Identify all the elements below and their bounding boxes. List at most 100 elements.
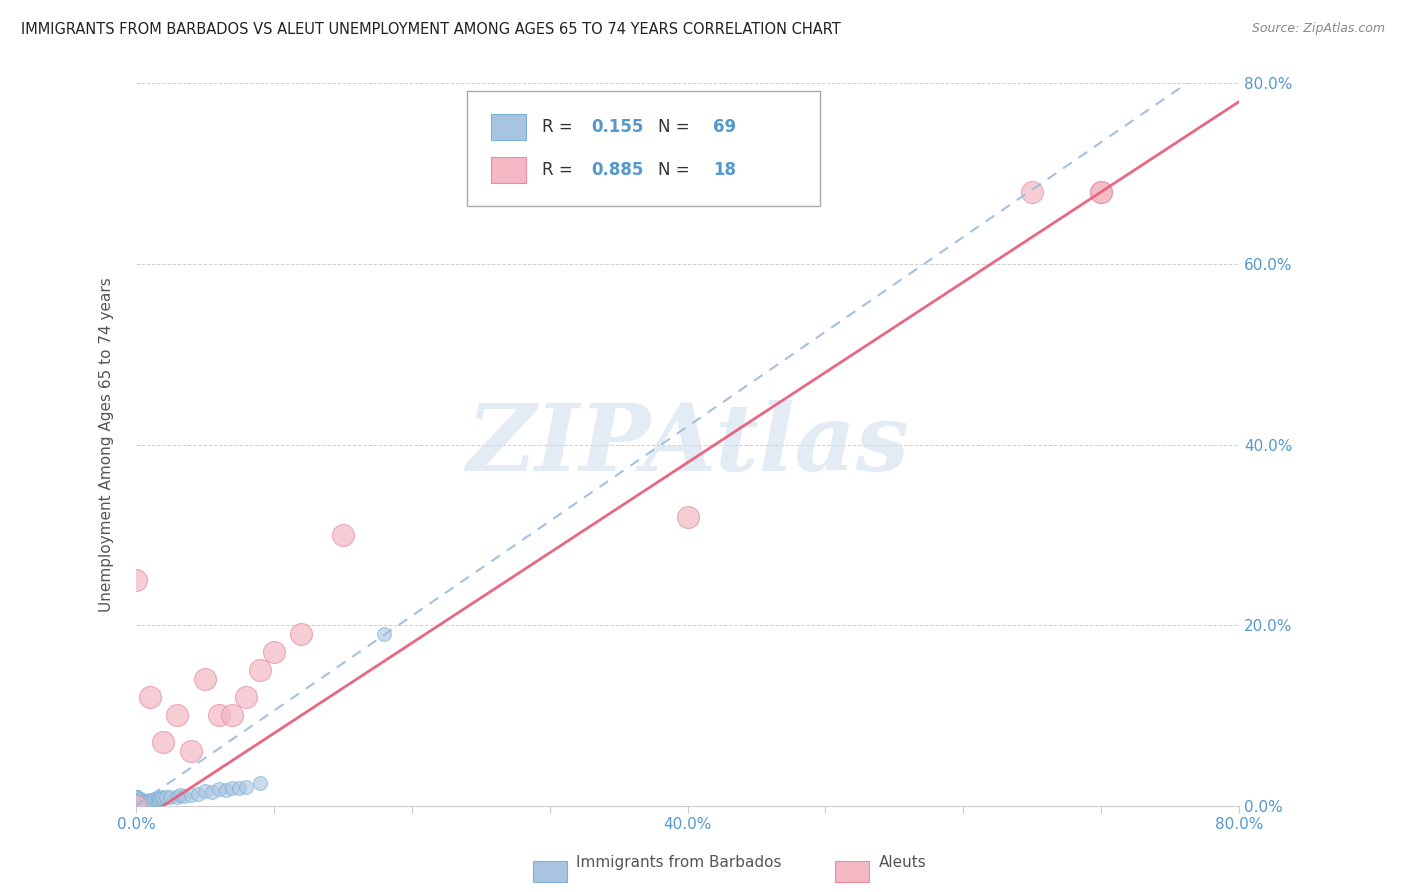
Point <box>125 798 148 813</box>
Point <box>373 627 395 641</box>
Point <box>135 795 157 809</box>
Point <box>152 791 174 805</box>
Point <box>125 798 148 813</box>
Point <box>148 792 170 806</box>
Point <box>180 744 202 758</box>
Point <box>125 798 148 813</box>
Point <box>141 794 163 808</box>
Point <box>125 789 148 804</box>
Point <box>125 796 148 810</box>
Point <box>155 789 177 804</box>
Point <box>132 797 155 811</box>
Point <box>125 798 148 813</box>
Point <box>125 798 148 813</box>
Text: R =: R = <box>541 118 578 136</box>
Point <box>1021 185 1043 199</box>
Y-axis label: Unemployment Among Ages 65 to 74 years: Unemployment Among Ages 65 to 74 years <box>100 277 114 612</box>
Text: 0.155: 0.155 <box>592 118 644 136</box>
Point <box>125 793 148 807</box>
Point <box>125 797 148 812</box>
Point <box>125 792 148 806</box>
Text: Aleuts: Aleuts <box>879 855 927 870</box>
Point <box>214 783 236 797</box>
Text: Immigrants from Barbados: Immigrants from Barbados <box>576 855 782 870</box>
Point <box>228 781 250 796</box>
Point <box>125 573 148 587</box>
Point <box>125 795 148 809</box>
Point <box>159 790 181 805</box>
Point <box>676 509 699 524</box>
Point <box>1090 185 1112 199</box>
Point <box>125 798 148 813</box>
Point <box>169 788 191 802</box>
Point <box>127 798 149 813</box>
Point <box>332 528 354 542</box>
Point <box>166 789 188 804</box>
Point <box>208 708 231 723</box>
Point <box>132 794 155 808</box>
Point <box>125 790 148 805</box>
Point <box>125 789 148 804</box>
Point <box>142 792 165 806</box>
Point <box>127 797 149 811</box>
Point <box>129 797 152 811</box>
Point <box>263 645 285 659</box>
Point <box>235 780 257 794</box>
Point <box>125 789 148 804</box>
Point <box>125 798 148 813</box>
Text: 0.885: 0.885 <box>592 161 644 179</box>
Point <box>138 690 160 705</box>
Point <box>125 798 148 813</box>
Point <box>166 708 188 723</box>
Point <box>125 789 148 804</box>
Text: N =: N = <box>658 118 695 136</box>
Text: 69: 69 <box>713 118 737 136</box>
FancyBboxPatch shape <box>491 114 526 140</box>
Point <box>146 791 169 805</box>
FancyBboxPatch shape <box>491 157 526 183</box>
Point <box>125 794 148 808</box>
Point <box>125 789 148 804</box>
Point <box>180 788 202 802</box>
Text: Source: ZipAtlas.com: Source: ZipAtlas.com <box>1251 22 1385 36</box>
Point <box>221 708 243 723</box>
Point <box>134 796 156 810</box>
Point <box>249 776 271 790</box>
Point <box>125 789 148 804</box>
Point <box>249 663 271 677</box>
Text: IMMIGRANTS FROM BARBADOS VS ALEUT UNEMPLOYMENT AMONG AGES 65 TO 74 YEARS CORRELA: IMMIGRANTS FROM BARBADOS VS ALEUT UNEMPL… <box>21 22 841 37</box>
Point <box>125 796 148 810</box>
Point <box>125 789 148 804</box>
Point <box>125 798 148 813</box>
Point <box>152 735 174 749</box>
Point <box>125 789 148 804</box>
Point <box>131 792 153 806</box>
FancyBboxPatch shape <box>467 91 820 206</box>
Point <box>194 672 217 686</box>
Point <box>138 793 160 807</box>
Point <box>173 789 195 803</box>
Point <box>125 798 148 813</box>
Point <box>128 795 150 809</box>
Point <box>149 790 172 805</box>
Point <box>129 793 152 807</box>
Text: N =: N = <box>658 161 695 179</box>
Point <box>128 797 150 812</box>
Point <box>125 791 148 805</box>
Text: R =: R = <box>541 161 578 179</box>
Point <box>221 780 243 795</box>
Point <box>125 798 148 813</box>
Point <box>131 796 153 810</box>
Point <box>136 796 159 810</box>
Point <box>138 795 160 809</box>
Point <box>125 797 148 811</box>
Point <box>187 787 209 801</box>
Point <box>145 793 167 807</box>
Point <box>290 627 312 641</box>
Point <box>235 690 257 705</box>
Point <box>135 794 157 808</box>
Point <box>208 782 231 797</box>
Point <box>201 785 224 799</box>
Text: ZIPAtlas: ZIPAtlas <box>465 400 910 490</box>
Point <box>194 784 217 798</box>
